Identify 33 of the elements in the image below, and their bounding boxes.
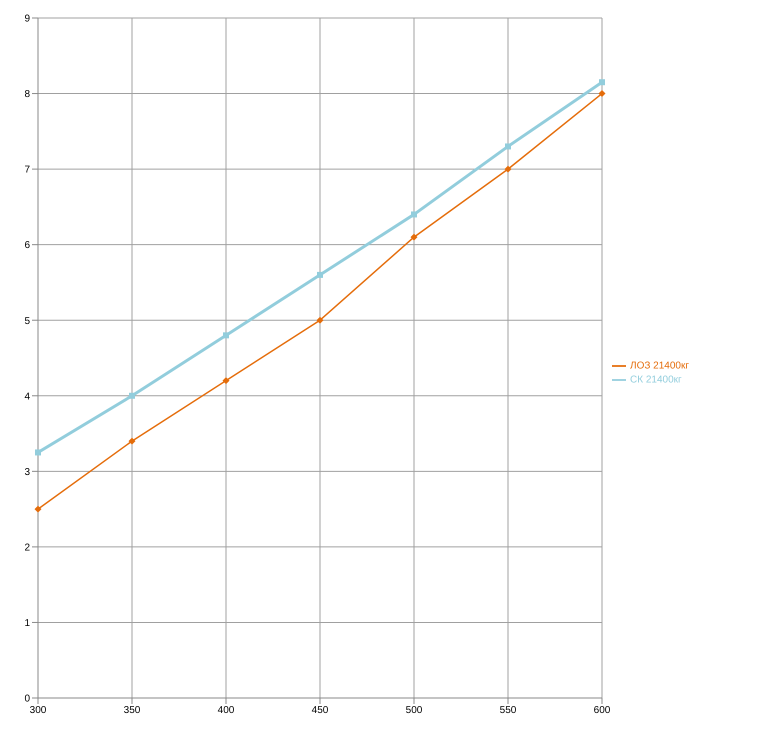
point xyxy=(598,90,606,98)
x-tick-label: 450 xyxy=(312,705,329,716)
point xyxy=(505,143,511,150)
point xyxy=(599,79,605,86)
y-tick-label: 8 xyxy=(24,89,30,100)
y-tick-label: 1 xyxy=(24,618,30,629)
x-tick-label: 500 xyxy=(406,705,423,716)
point xyxy=(34,506,42,513)
x-tick-label: 350 xyxy=(124,705,141,716)
y-tick-label: 4 xyxy=(24,391,30,402)
point xyxy=(128,438,136,445)
y-tick-label: 2 xyxy=(24,542,30,554)
y-tick-label: 7 xyxy=(24,164,30,176)
y-tick-label: 0 xyxy=(24,694,30,705)
point xyxy=(35,449,41,456)
x-tick-label: 600 xyxy=(594,705,611,716)
point xyxy=(129,392,135,399)
point xyxy=(504,166,512,173)
legend-label: СК 21400кг xyxy=(630,374,682,386)
x-tick-label: 400 xyxy=(218,705,235,716)
point xyxy=(223,332,229,338)
point xyxy=(222,377,230,384)
y-tick-label: 3 xyxy=(24,466,30,478)
y-tick-label: 5 xyxy=(24,316,30,327)
y-tick-label: 9 xyxy=(24,14,30,25)
x-tick-label: 550 xyxy=(500,705,517,716)
point xyxy=(316,316,324,324)
point xyxy=(410,234,418,241)
point xyxy=(317,272,323,278)
legend-label: ЛОЗ 21400кг xyxy=(630,360,689,372)
y-tick-label: 6 xyxy=(24,240,30,252)
x-tick-label: 300 xyxy=(30,705,47,716)
point xyxy=(411,211,417,218)
